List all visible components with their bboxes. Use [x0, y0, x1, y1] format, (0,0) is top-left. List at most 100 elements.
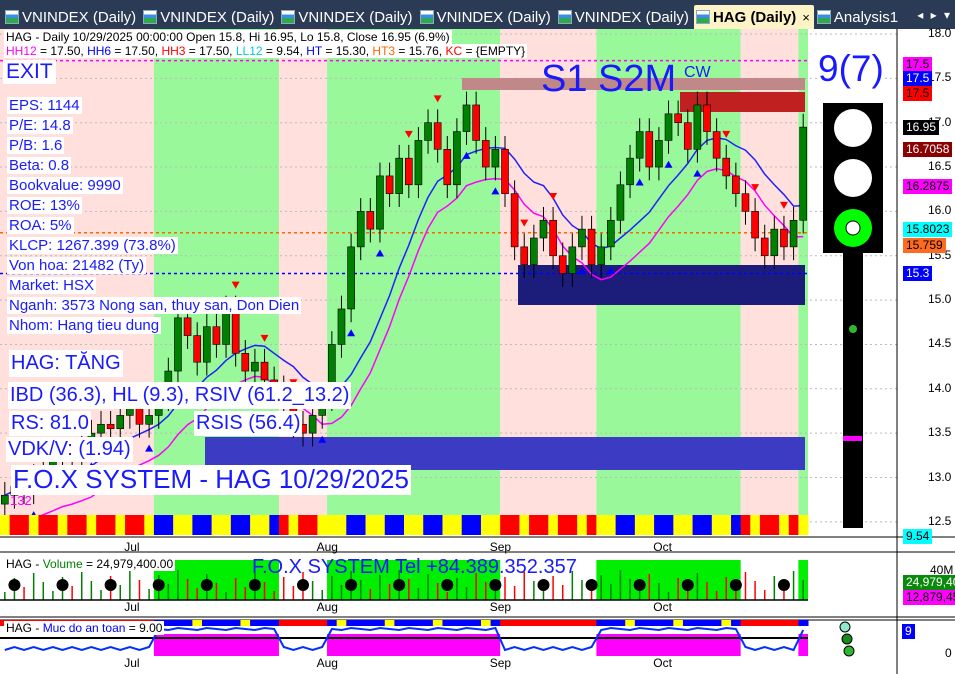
tab-vnindex-daily--3[interactable]: VNINDEX (Daily) [418, 5, 555, 29]
sell-arrow-icon [520, 219, 529, 227]
close-tab-icon[interactable]: × [802, 9, 810, 25]
signal-strip-cell [663, 515, 674, 535]
candle-body [799, 126, 807, 221]
signal-strip-cell [480, 515, 492, 535]
volume-dot-icon [489, 579, 502, 591]
safety-strip-cell [327, 620, 338, 626]
volume-dot-icon [777, 579, 790, 591]
price-tick: 16.0 [928, 203, 952, 218]
signal-strip-cell [144, 515, 155, 535]
buy-arrow-icon [318, 435, 327, 443]
status-dot-icon [839, 621, 851, 633]
tab-vnindex-daily--2[interactable]: VNINDEX (Daily) [279, 5, 416, 29]
candle-body [453, 131, 461, 186]
signal-strip-cell [740, 515, 751, 535]
tab-vnindex-daily--1[interactable]: VNINDEX (Daily) [141, 5, 278, 29]
safety-strip-cell [721, 620, 732, 626]
tab-analysis1-6[interactable]: Analysis1 [815, 5, 902, 29]
signal-strip-cell [221, 515, 232, 535]
safety-value: = 9.00 [125, 621, 163, 635]
safety-strip-cell [577, 620, 588, 626]
indicator-key: HH6 [87, 44, 112, 58]
candle-body [385, 175, 394, 194]
candle-body [683, 122, 692, 150]
volume-dot-icon [297, 579, 309, 591]
signal-strip-cell [153, 515, 165, 535]
safety-strip-cell [769, 620, 780, 626]
safety-strip-cell [298, 620, 309, 626]
support-zone [205, 437, 805, 470]
safety-strip-cell [798, 620, 809, 626]
tab-hag-daily--5[interactable]: HAG (Daily) × [693, 5, 814, 29]
candle-body [578, 228, 586, 248]
candle-body [308, 415, 317, 434]
indicator-value: = 15.76, [395, 44, 446, 58]
signal-strip-cell [67, 515, 78, 535]
candle-body [712, 131, 721, 159]
candle-body [655, 140, 663, 168]
signal-strip-cell [461, 515, 472, 535]
price-tick: 18.0 [928, 26, 952, 40]
signal-strip-cell [278, 515, 290, 535]
fundamental-item: ROA: 5% [7, 217, 74, 235]
buy-arrow-icon [491, 187, 500, 195]
tab-scroll-arrows[interactable]: ◂ ▸ ▾ [917, 8, 952, 22]
candle-body [664, 113, 673, 141]
price-tag: 16.7058 [903, 141, 953, 157]
signal-strip-cell [0, 515, 11, 535]
buy-arrow-icon [462, 151, 471, 159]
safety-strip-cell [500, 620, 511, 626]
signal-strip-cell [240, 515, 251, 535]
sell-arrow-icon [722, 130, 731, 138]
vol-symbol: HAG [6, 557, 33, 571]
safety-strip-cell [317, 620, 328, 626]
safety-strip-cell [211, 620, 222, 626]
signal-strip-cell [192, 515, 203, 535]
signal-strip-cell [750, 515, 761, 535]
vol-axis-label: 40M [930, 563, 954, 577]
price-tick: 17.5 [928, 70, 952, 85]
x-axis-month: Aug [316, 540, 338, 554]
signal-strip-cell [269, 515, 280, 535]
tab-bar: VNINDEX (Daily) VNINDEX (Daily) VNINDEX (D… [0, 0, 955, 29]
tab-vnindex-daily--4[interactable]: VNINDEX (Daily) [556, 5, 693, 29]
candle-body [145, 415, 153, 425]
candle-body [722, 157, 731, 177]
pole-level-marker [843, 436, 862, 441]
candle-body [568, 246, 577, 274]
price-tag: 15.8023 [903, 221, 953, 237]
candle-body [751, 211, 759, 239]
safety-strip-cell [557, 620, 569, 626]
candle-body [97, 423, 105, 434]
signal-strip-cell [682, 515, 694, 535]
safety-strip-cell [471, 620, 482, 626]
safety-strip-cell [240, 620, 251, 626]
x-axis-month: Sep [489, 540, 512, 554]
x-axis-month: Aug [316, 656, 338, 670]
signal-strip-cell [57, 515, 68, 535]
buy-arrow-icon [635, 178, 644, 186]
indicator-key: KC [445, 44, 463, 58]
safety-strip-cell [365, 620, 376, 626]
safety-strip-cell [192, 620, 203, 626]
volume-pane-title: HAG - Volume = 24,979,400.00 [4, 557, 176, 571]
fundamental-item: KLCP: 1267.399 (73.8%) [7, 237, 178, 255]
price-tag: 17.5 [903, 57, 933, 73]
fundamental-item: Market: HSX [7, 277, 97, 295]
indicator-value: = 17.50, [185, 44, 236, 58]
signal-strip-cell [577, 515, 588, 535]
volume-dot-icon [56, 579, 69, 591]
vdk-v-label: VDK/V: (1.94) [6, 437, 133, 462]
candle-body [356, 211, 365, 248]
signal-strip-cell [250, 515, 261, 535]
wave-count-label: 9(7) [818, 48, 884, 91]
light-red-off-icon [834, 109, 872, 147]
candle-body [433, 122, 442, 150]
fundamental-item: P/E: 14.8 [7, 117, 73, 135]
volume-dot-icon [633, 579, 646, 591]
signal-strip-cell [538, 515, 549, 535]
safety-strip-cell [221, 620, 232, 626]
price-tag: 16.2875 [903, 178, 953, 194]
tab-vnindex-daily--0[interactable]: VNINDEX (Daily) [3, 5, 140, 29]
candle-body [376, 175, 384, 230]
